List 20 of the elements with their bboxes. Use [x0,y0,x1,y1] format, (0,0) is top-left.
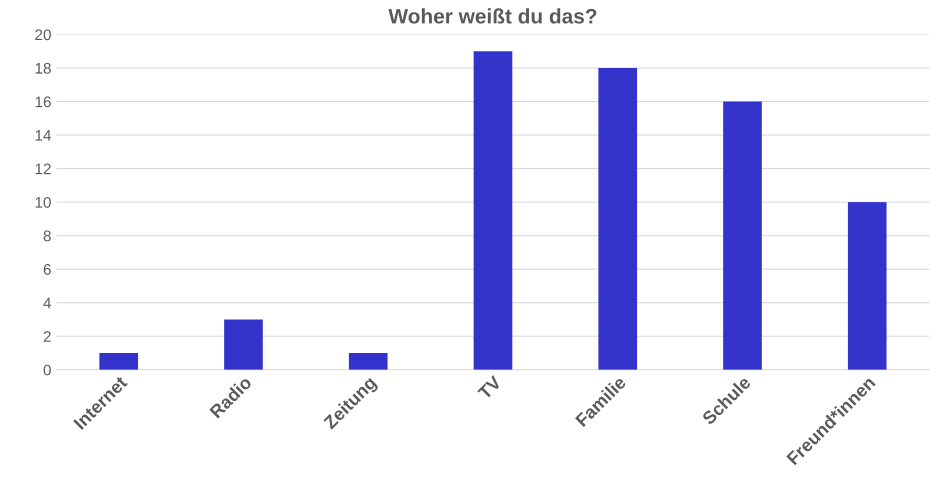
y-tick-label: 20 [35,29,51,40]
y-tick-label: 8 [44,230,51,242]
bar [474,51,512,370]
chart-title: Woher weißt du das? [388,8,596,24]
bar [348,352,388,370]
y-tick-label: 16 [36,96,51,108]
y-tick-label: 14 [36,130,52,141]
bar [848,202,887,370]
y-tick-label: 4 [43,298,52,308]
bar [224,319,263,370]
y-tick-label: 18 [36,62,51,74]
y-tick-label: 6 [44,264,51,275]
x-tick-label: TV [477,375,502,400]
y-tick-label: 2 [44,331,51,342]
bar [99,352,138,370]
bar [598,68,638,370]
y-tick-label: 10 [36,197,51,208]
bar [723,102,762,370]
y-tick-label: 12 [36,163,51,174]
y-tick-label: 0 [44,364,51,376]
